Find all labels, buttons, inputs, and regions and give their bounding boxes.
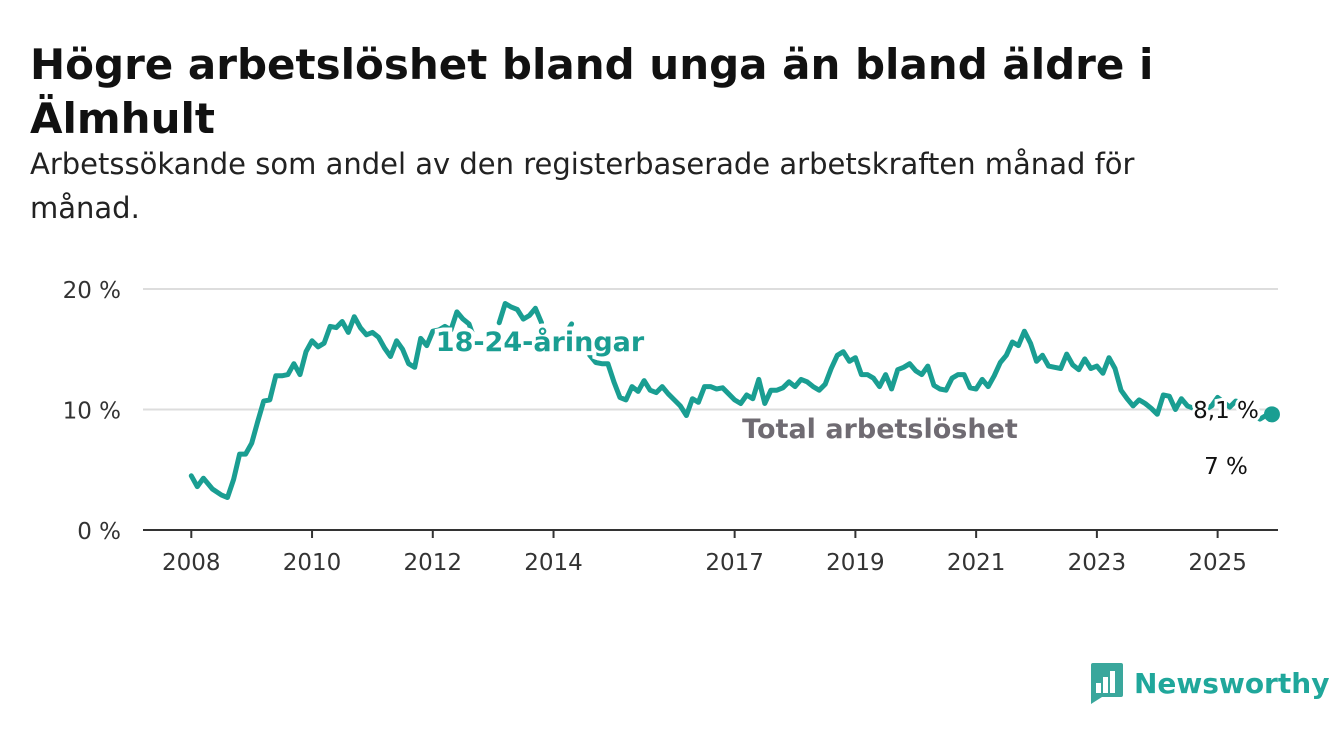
series-end-marker (1263, 406, 1280, 423)
x-tick-label: 2010 (283, 550, 342, 576)
series-label-total: Total arbetslöshet (742, 414, 1018, 445)
x-tick-label: 2014 (524, 550, 583, 576)
page-title: Högre arbetslöshet bland unga än bland ä… (30, 40, 1154, 143)
chart-series (188, 301, 1280, 500)
chart-gridlines (143, 288, 1278, 531)
x-tick-label: 2023 (1068, 550, 1127, 576)
end-value-label-total: 7 % (1204, 454, 1248, 480)
brand: Newsworthy (1088, 660, 1329, 706)
x-tick-label: 2008 (162, 550, 221, 576)
brand-name: Newsworthy (1134, 666, 1330, 700)
series-line (188, 301, 1275, 500)
page-subtitle: Arbetssökande som andel av den registerb… (30, 147, 1135, 225)
y-axis-ticks: 0 % 10 % 20 % (63, 278, 121, 545)
y-tick-label: 10 % (63, 399, 121, 425)
series-label-youth: 18-24-åringar (436, 326, 645, 358)
end-value-label-youth: 8,1 % (1193, 398, 1259, 424)
x-tick-label: 2025 (1188, 550, 1247, 576)
y-tick-label: 20 % (63, 278, 121, 304)
y-tick-label: 0 % (77, 519, 121, 545)
x-tick-label: 2012 (404, 550, 463, 576)
chart-labels: 18-24-åringar Total arbetslöshet 8,1 % 7 % (432, 322, 1262, 483)
x-tick-label: 2021 (947, 550, 1006, 576)
x-tick-label: 2019 (826, 550, 885, 576)
line-chart: 0 % 10 % 20 % 2008 2010 2012 2014 2017 2019 2021… (63, 278, 1280, 576)
x-tick-label: 2017 (705, 550, 764, 576)
bar-chart-icon (1091, 663, 1123, 704)
x-axis-ticks: 2008 2010 2012 2014 2017 2019 2021 2023 2025 (162, 530, 1247, 576)
